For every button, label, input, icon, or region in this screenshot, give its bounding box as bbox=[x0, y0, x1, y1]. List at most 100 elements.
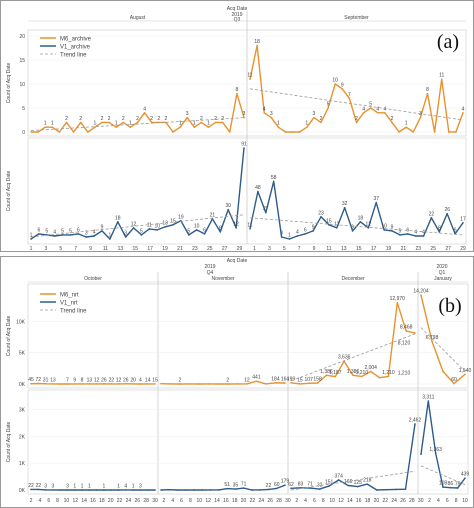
x-tick-label: 14 bbox=[81, 498, 87, 504]
x-tick-label: 30 bbox=[418, 498, 424, 504]
data-point bbox=[383, 229, 385, 231]
y-tick-label: 5K bbox=[19, 351, 26, 357]
data-point bbox=[313, 116, 315, 119]
data-point bbox=[44, 126, 46, 128]
x-tick-label: 14 bbox=[214, 498, 220, 504]
data-point bbox=[290, 381, 292, 384]
data-label: 51 bbox=[224, 482, 230, 488]
x-tick-label: 19 bbox=[162, 246, 168, 252]
trend-line bbox=[30, 117, 245, 131]
data-label: 5 bbox=[45, 228, 48, 234]
data-label: 6 bbox=[203, 227, 206, 233]
data-point bbox=[249, 228, 251, 230]
data-label: 26 bbox=[101, 377, 107, 383]
x-tick-label: 26 bbox=[400, 498, 406, 504]
data-point bbox=[414, 332, 416, 334]
data-point bbox=[433, 131, 436, 133]
data-point bbox=[352, 374, 354, 377]
data-point bbox=[412, 131, 415, 133]
trend-line bbox=[249, 88, 464, 121]
data-point bbox=[263, 112, 266, 114]
series-line bbox=[30, 147, 245, 240]
legend-entry: M6_nrt bbox=[60, 293, 79, 299]
data-point bbox=[337, 479, 340, 481]
x-tick-label: 8 bbox=[56, 498, 59, 504]
data-label: 75 bbox=[455, 481, 461, 487]
x-tick-label: 2 bbox=[428, 498, 431, 504]
data-label: 10 bbox=[332, 78, 338, 84]
data-label: 48 bbox=[255, 185, 261, 191]
data-label: 71 bbox=[307, 482, 313, 488]
data-point bbox=[420, 294, 422, 296]
x-tick-label: 23 bbox=[416, 246, 422, 252]
data-point bbox=[93, 235, 95, 237]
data-label: 1 bbox=[179, 121, 182, 127]
data-label: 3,636 bbox=[338, 355, 351, 361]
data-point bbox=[316, 382, 319, 384]
data-point bbox=[226, 487, 228, 490]
x-tick-label: 11 bbox=[326, 246, 331, 252]
x-tick-label: 20 bbox=[374, 498, 380, 504]
data-label: 3 bbox=[44, 483, 47, 489]
x-tick-label: 6 bbox=[446, 498, 449, 504]
data-point bbox=[69, 234, 72, 236]
x-tick-label: 3 bbox=[268, 246, 271, 252]
data-point bbox=[404, 488, 407, 491]
data-label: 15 bbox=[152, 377, 158, 383]
data-point bbox=[307, 382, 310, 385]
data-point bbox=[272, 180, 275, 183]
data-label: 5 bbox=[398, 228, 401, 234]
data-label: 1 bbox=[103, 483, 106, 489]
data-point bbox=[325, 374, 328, 377]
x-tick-label: 1 bbox=[253, 246, 256, 252]
x-tick-label: 24 bbox=[259, 498, 265, 504]
data-label: 164 bbox=[281, 376, 290, 382]
y-axis-label: Count of Acq Date bbox=[6, 315, 12, 356]
data-label: 5 bbox=[69, 228, 72, 234]
x-tick-label: 2 bbox=[162, 498, 165, 504]
series-line bbox=[30, 382, 155, 385]
data-label: 91 bbox=[241, 142, 247, 148]
month-label: December bbox=[341, 276, 364, 282]
data-point bbox=[88, 383, 91, 385]
data-label: 10 bbox=[154, 223, 160, 229]
data-point bbox=[66, 489, 69, 491]
data-point bbox=[110, 489, 113, 491]
data-label: 3,311 bbox=[422, 395, 434, 401]
data-point bbox=[30, 131, 32, 133]
data-point bbox=[136, 121, 139, 124]
data-point bbox=[81, 383, 83, 385]
subplot-frame bbox=[27, 389, 469, 495]
data-label: 5 bbox=[327, 102, 330, 108]
data-label: 37 bbox=[373, 196, 379, 202]
x-tick-label: 8 bbox=[189, 498, 192, 504]
header-quarter: Q4 bbox=[207, 270, 214, 276]
data-point bbox=[280, 236, 283, 238]
data-label: 3 bbox=[186, 111, 189, 117]
data-label: 60 bbox=[274, 482, 280, 488]
data-point bbox=[52, 489, 54, 491]
data-label: 199 bbox=[287, 376, 296, 382]
data-point bbox=[395, 488, 397, 491]
data-label: 6 bbox=[454, 227, 457, 233]
data-point bbox=[117, 383, 120, 385]
data-label: 2 bbox=[122, 116, 125, 122]
data-point bbox=[242, 487, 245, 489]
data-point bbox=[448, 131, 450, 133]
month-label: October bbox=[84, 276, 102, 282]
x-tick-label: 22 bbox=[117, 498, 123, 504]
data-label: 2 bbox=[79, 116, 82, 122]
x-tick-label: 9 bbox=[89, 246, 92, 252]
month-label: August bbox=[130, 15, 146, 21]
data-point bbox=[188, 383, 191, 385]
data-label: 4 bbox=[296, 229, 299, 235]
x-tick-label: 14 bbox=[347, 498, 353, 504]
data-point bbox=[168, 488, 171, 491]
data-label: 60 bbox=[451, 377, 457, 383]
data-point bbox=[267, 488, 270, 491]
data-label: 3 bbox=[124, 230, 127, 236]
data-label: 1,386 bbox=[347, 369, 360, 375]
data-label: 3 bbox=[66, 483, 69, 489]
data-point bbox=[66, 383, 69, 385]
data-point bbox=[406, 233, 409, 235]
